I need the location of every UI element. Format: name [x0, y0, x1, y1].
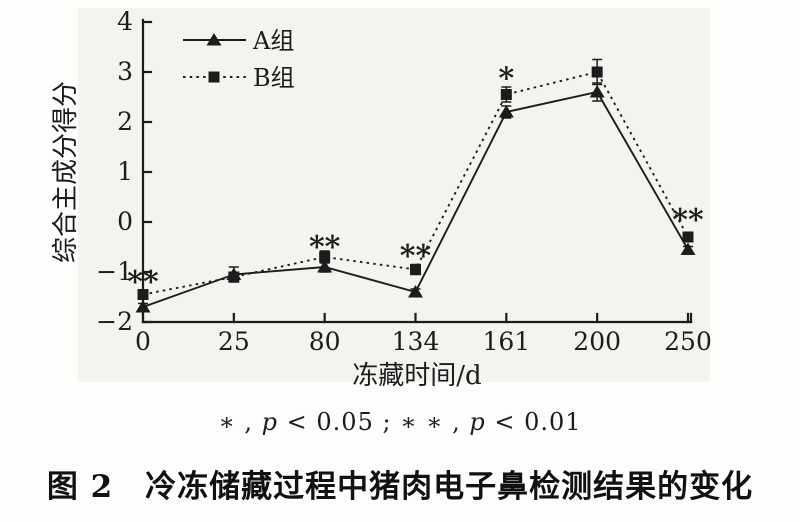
- significance-stars: **** *****: [127, 62, 704, 301]
- axis-titles: 冻藏时间/d 综合主成分得分: [51, 81, 482, 391]
- triangle-markers: [135, 85, 696, 313]
- footnote-end: < 0.01: [494, 408, 582, 436]
- svg-text:80: 80: [309, 327, 341, 356]
- error-bars: [138, 82, 693, 312]
- svg-text:0: 0: [117, 207, 133, 236]
- svg-text:2: 2: [117, 107, 133, 136]
- svg-text:−1: −1: [96, 257, 133, 286]
- star-annotation: **: [309, 230, 341, 265]
- svg-text:25: 25: [218, 327, 250, 356]
- x-axis-title: 冻藏时间/d: [352, 361, 481, 391]
- svg-text:250: 250: [664, 327, 712, 356]
- footnote-mid: < 0.05 ; ∗ ∗ ,: [286, 408, 470, 436]
- star-annotation: **: [672, 203, 704, 238]
- footnote-p-value-2: p: [469, 408, 486, 436]
- series-a: [135, 82, 696, 313]
- svg-text:−2: −2: [96, 307, 133, 336]
- star-annotation: **: [400, 239, 432, 274]
- svg-text:0: 0: [135, 327, 151, 356]
- star-annotation: **: [127, 265, 159, 300]
- svg-text:A组: A组: [252, 27, 294, 55]
- plot-axes: [141, 18, 693, 324]
- footnote-p-value-1: p: [261, 408, 279, 436]
- footnote-star-single: ∗ ,: [218, 408, 262, 436]
- significance-footnote: ∗ , p < 0.05 ; ∗ ∗ , p < 0.01: [0, 408, 800, 436]
- x-tick-labels: 0 25 80 134 161 200 250: [135, 327, 712, 356]
- svg-text:1: 1: [117, 157, 133, 186]
- figure-title: 图 2 冷冻储藏过程中猪肉电子鼻检测结果的变化: [46, 469, 754, 505]
- svg-text:200: 200: [573, 327, 621, 356]
- svg-text:4: 4: [117, 7, 133, 36]
- figure-scan-background: [78, 8, 710, 382]
- star-annotation: *: [498, 62, 514, 97]
- legend-entry-b: B组: [183, 64, 295, 92]
- legend: A组 B组: [183, 27, 295, 92]
- legend-entry-a: A组: [183, 27, 294, 55]
- y-tick-labels: 4 3 2 1 0 −1 −2: [96, 7, 133, 336]
- svg-text:B组: B组: [253, 64, 295, 92]
- svg-text:3: 3: [117, 57, 133, 86]
- y-axis-title: 综合主成分得分: [51, 81, 81, 263]
- svg-text:161: 161: [482, 327, 530, 356]
- svg-text:134: 134: [392, 327, 440, 356]
